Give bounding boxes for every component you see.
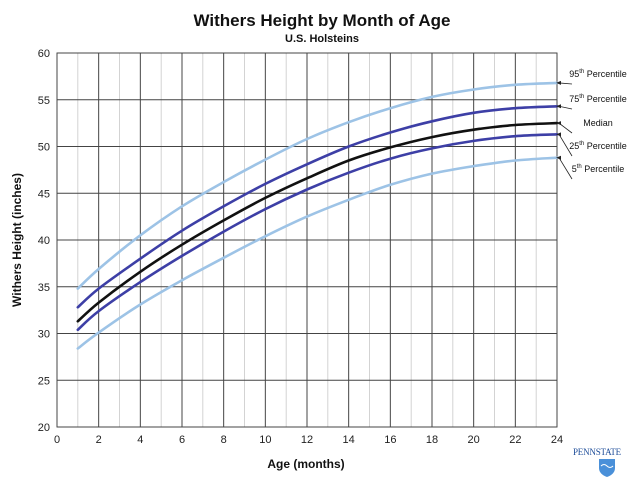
x-tick-label: 20: [468, 434, 480, 446]
x-tick-label: 4: [137, 434, 143, 446]
y-axis-label: Withers Height (inches): [10, 173, 24, 307]
series-line-median: [76, 121, 559, 323]
legend-pointer: [558, 82, 573, 85]
legend-arrowhead: [556, 104, 561, 109]
chart-subtitle: U.S. Holsteins: [285, 33, 359, 45]
series-line-5th: [76, 156, 559, 350]
x-tick-label: 8: [221, 434, 227, 446]
y-tick-label: 45: [38, 188, 50, 200]
chart-title: Withers Height by Month of Age: [193, 11, 450, 30]
legend-label: 95th Percentile: [569, 69, 627, 79]
legend-item-median: Median: [556, 118, 613, 134]
x-axis-ticks: 0 2 4 6 8 10 12 14 16 18 20 22 24: [54, 434, 563, 446]
legend-arrowhead: [556, 121, 561, 126]
x-tick-label: 2: [96, 434, 102, 446]
y-tick-label: 20: [38, 422, 50, 434]
x-tick-label: 18: [426, 434, 438, 446]
x-axis-label: Age (months): [267, 457, 344, 471]
series-line-95th: [76, 81, 559, 290]
x-tick-label: 22: [509, 434, 521, 446]
legend-pointer: [558, 157, 573, 180]
legend-arrowhead: [556, 132, 561, 137]
legend-item-95th: 95th Percentile: [556, 69, 627, 85]
legend-label: Median: [583, 118, 613, 128]
x-tick-label: 14: [343, 434, 355, 446]
legend-label: 25th Percentile: [569, 141, 627, 151]
legend-item-5th: 5th Percentile: [556, 155, 625, 180]
legend: 95th Percentile 75th Percentile Median 25th…: [556, 69, 627, 180]
legend-label: 5th Percentile: [572, 164, 625, 174]
y-tick-label: 30: [38, 329, 50, 341]
y-tick-label: 60: [38, 48, 50, 60]
y-tick-label: 25: [38, 375, 50, 387]
legend-pointer: [558, 122, 573, 134]
penn-state-logo: PENNSTATE: [573, 447, 622, 477]
y-tick-label: 35: [38, 282, 50, 294]
x-tick-label: 0: [54, 434, 60, 446]
y-tick-label: 50: [38, 142, 50, 154]
series-line-75th: [76, 105, 559, 309]
x-tick-label: 10: [259, 434, 271, 446]
y-tick-label: 55: [38, 95, 50, 107]
series-lines: [76, 81, 559, 350]
x-tick-label: 24: [551, 434, 563, 446]
x-tick-label: 6: [179, 434, 185, 446]
y-axis-ticks: 20 25 30 35 40 45 50 55 60: [38, 48, 50, 434]
legend-label: 75th Percentile: [569, 94, 627, 104]
x-tick-label: 12: [301, 434, 313, 446]
legend-pointer: [558, 105, 573, 110]
legend-arrowhead: [556, 80, 561, 85]
series-line-25th: [76, 133, 559, 332]
x-tick-label: 16: [384, 434, 396, 446]
legend-item-25th: 25th Percentile: [556, 132, 627, 157]
legend-arrowhead: [556, 155, 561, 160]
legend-pointer: [558, 134, 573, 157]
grid: [56, 52, 558, 428]
penn-state-shield-icon: [599, 459, 615, 477]
y-tick-label: 40: [38, 235, 50, 247]
logo-text: PENNSTATE: [573, 447, 622, 457]
legend-item-75th: 75th Percentile: [556, 94, 627, 110]
